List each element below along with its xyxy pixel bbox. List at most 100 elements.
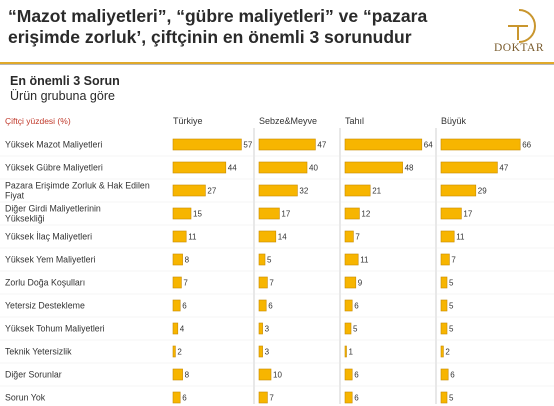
logo-arc [518,9,536,43]
category-label: Yüksek Mazot Maliyetleri [5,140,102,150]
category-label: Diğer Sorunlar [5,370,62,380]
data-label: 1 [349,348,354,357]
bar [344,138,423,151]
bar [344,345,347,358]
bar [258,207,280,220]
data-label: 5 [353,325,358,334]
data-label: 6 [354,302,359,311]
data-label: 7 [355,233,360,242]
bar [344,230,354,243]
data-label: 7 [269,394,274,403]
header-divider-shadow [0,64,554,65]
category-label: Yüksek Gübre Maliyetleri [5,163,103,173]
data-label: 6 [450,371,455,380]
data-label: 4 [180,325,185,334]
category-label: Diğer Girdi Maliyetlerinin Yüksekliği [5,204,101,224]
bar [344,391,353,404]
data-label: 2 [445,348,450,357]
bar [440,391,448,404]
data-label: 44 [228,164,237,173]
bar [344,161,403,174]
category-label: Teknik Yetersizlik [5,347,72,357]
data-label: 64 [424,141,433,150]
logo-text: DOKTAR [494,42,544,54]
data-label: 5 [449,325,454,334]
data-label: 47 [499,164,508,173]
bar [258,253,266,266]
bar [440,299,448,312]
bar [258,391,268,404]
data-label: 47 [317,141,326,150]
bar [440,345,444,358]
data-label: 14 [278,233,287,242]
data-label: 40 [309,164,318,173]
data-label: 7 [451,256,456,265]
bar [258,161,308,174]
bar [258,322,263,335]
bar [172,276,182,289]
data-label: 5 [449,394,454,403]
bar [172,345,176,358]
bar [172,368,183,381]
bar [440,184,477,197]
bar [440,322,448,335]
bar [344,322,352,335]
category-label: Pazara Erişimde Zorluk & Hak Edilen Fiyat [5,181,150,201]
series-header: Sebze&Meyve [259,116,317,126]
data-label: 6 [354,371,359,380]
bar [344,368,353,381]
data-label: 6 [354,394,359,403]
category-label: Yüksek Yem Maliyetleri [5,255,95,265]
data-label: 15 [193,210,202,219]
bar [344,276,357,289]
data-label: 7 [269,279,274,288]
bar [258,368,272,381]
bar [172,322,179,335]
data-label: 57 [243,141,252,150]
bar [440,230,455,243]
data-label: 5 [449,302,454,311]
data-label: 17 [281,210,290,219]
header-divider [0,62,554,64]
bar [440,207,462,220]
data-label: 11 [188,233,197,242]
bar [440,368,449,381]
bar [172,184,206,197]
data-label: 2 [177,348,182,357]
data-label: 5 [449,279,454,288]
bar [440,253,450,266]
data-label: 6 [182,394,187,403]
bar [172,253,183,266]
bar [172,299,181,312]
category-label: Yetersiz Destekleme [5,301,85,311]
data-label: 8 [185,371,190,380]
bar [344,207,360,220]
data-label: 27 [207,187,216,196]
bar [258,276,268,289]
bar [440,161,498,174]
data-label: 48 [405,164,414,173]
bar [440,276,448,289]
bar [258,184,298,197]
data-label: 9 [358,279,363,288]
y-axis-header: Çiftçi yüzdesi (%) [5,116,71,126]
series-header: Büyük [441,116,467,126]
data-label: 21 [372,187,381,196]
data-label: 3 [265,325,270,334]
bar [172,230,187,243]
series-header: Tahıl [345,116,364,126]
bar [258,138,316,151]
bar [172,391,181,404]
data-label: 29 [478,187,487,196]
data-label: 11 [360,256,369,265]
data-label: 12 [361,210,370,219]
data-label: 5 [267,256,272,265]
data-label: 10 [273,371,282,380]
data-label: 3 [265,348,270,357]
bar [258,299,267,312]
bar [344,253,359,266]
data-label: 17 [463,210,472,219]
category-label: Yüksek Tohum Maliyetleri [5,324,105,334]
bar [172,138,242,151]
